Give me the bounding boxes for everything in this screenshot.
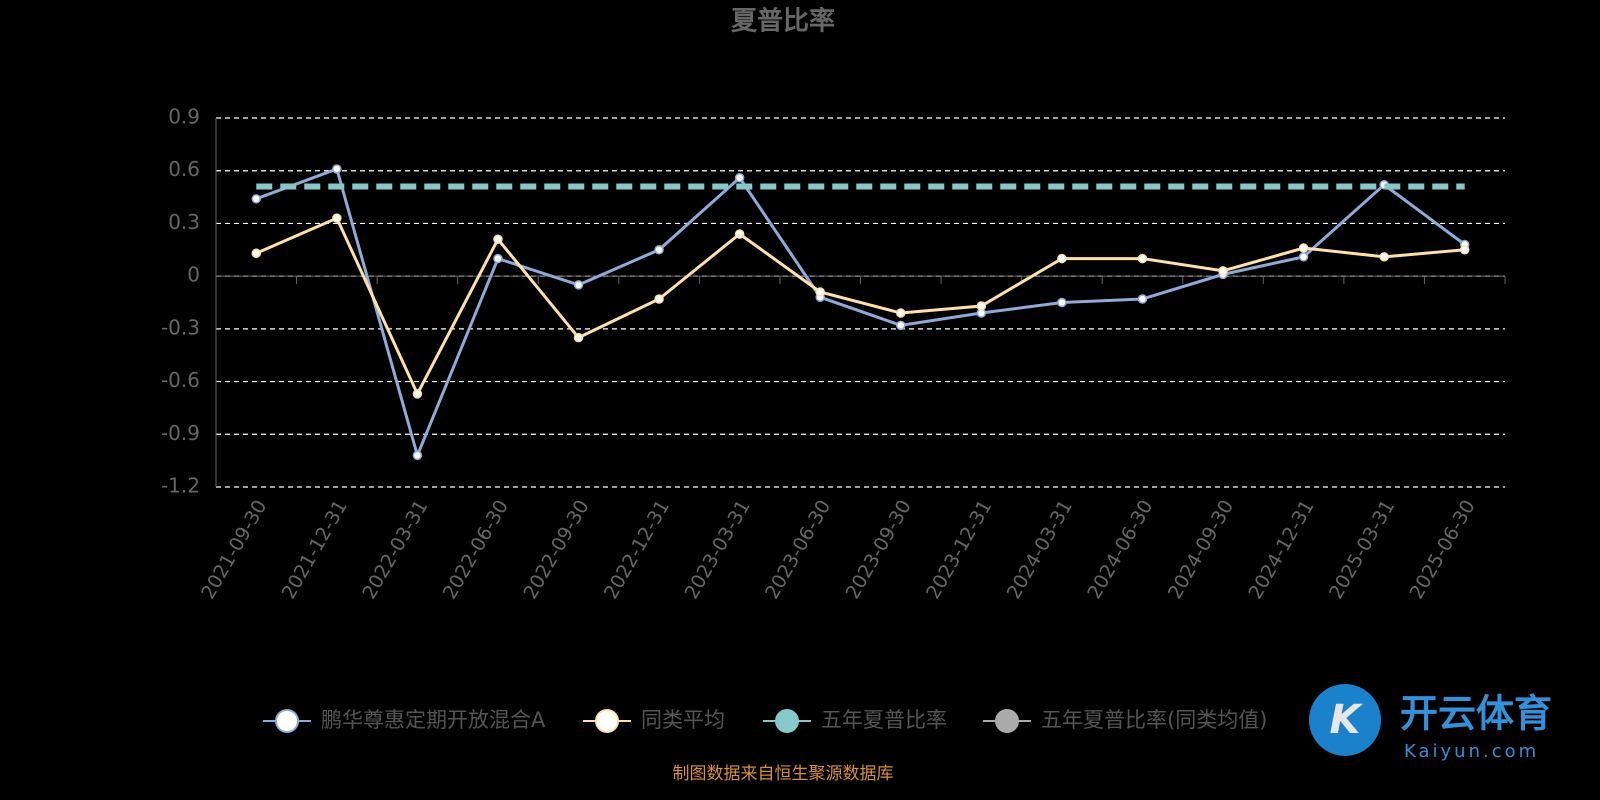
point [896, 320, 906, 331]
legend-marker [275, 709, 299, 733]
legend-label: 五年夏普比率 [821, 708, 947, 732]
point [573, 280, 584, 290]
x-tick-label: 2024-06-30 [1083, 496, 1157, 603]
watermark-name: 开云体育 [1400, 692, 1552, 736]
logo-text: K [1330, 697, 1364, 743]
y-tick-label: 0 [187, 263, 200, 287]
y-tick-label: -0.3 [161, 315, 200, 339]
point [654, 294, 664, 304]
footer: 制图数据来自恒生聚源数据库 [673, 764, 894, 784]
x-tick-label: 2021-09-30 [197, 496, 271, 603]
point [1298, 243, 1309, 253]
x-tick-label: 2022-12-31 [600, 496, 674, 603]
point [1137, 294, 1148, 304]
x-tick-label: 2023-06-30 [761, 496, 835, 603]
point [1137, 253, 1148, 264]
point [493, 253, 503, 264]
x-tick-label: 2023-12-31 [922, 496, 996, 603]
x-tick-label: 2023-09-30 [842, 496, 916, 603]
legend-marker [595, 709, 619, 733]
series-line [255, 216, 1465, 398]
y-tick-label: -0.9 [161, 421, 200, 445]
point [332, 164, 342, 174]
point [251, 194, 262, 204]
point [1218, 266, 1228, 276]
x-tick-label: 2024-09-30 [1164, 496, 1238, 603]
x-tick-label: 2025-06-30 [1406, 496, 1480, 603]
x-tick-label: 2025-03-31 [1325, 496, 1399, 603]
series-line [255, 166, 1466, 460]
point [815, 287, 825, 297]
watermark: K 开云体育 Kaiyun.com [1309, 684, 1552, 762]
legend-marker [775, 709, 799, 733]
chart-title: 夏普比率 [731, 6, 835, 37]
x-tick-label: 2021-12-31 [278, 496, 352, 603]
legend-item: 五年夏普比率(同类均值) [983, 708, 1267, 733]
point [976, 301, 987, 311]
x-tick-label: 2023-03-31 [680, 496, 754, 603]
legend-item: 五年夏普比率 [763, 708, 947, 733]
x-tick-label: 2022-09-30 [519, 496, 593, 603]
point [251, 248, 262, 259]
point [1298, 252, 1309, 262]
point [412, 450, 423, 461]
point [734, 172, 745, 183]
legend-item: 鹏华尊惠定期开放混合A [263, 708, 546, 733]
y-tick-label: 0.9 [168, 105, 200, 129]
x-tick-label: 2022-03-31 [358, 496, 432, 603]
legend-label: 五年夏普比率(同类均值) [1041, 708, 1267, 732]
point [654, 245, 664, 255]
point [573, 332, 584, 343]
y-tick-label: -1.2 [161, 474, 200, 498]
x-tick-label: 2024-03-31 [1003, 496, 1077, 603]
y-tick-label: -0.6 [161, 368, 200, 392]
y-tick-label: 0.3 [168, 210, 200, 234]
y-tick-label: 0.6 [168, 157, 200, 181]
point [1379, 252, 1389, 262]
point [1057, 253, 1067, 264]
point [332, 213, 342, 223]
legend-item: 同类平均 [583, 708, 725, 733]
logo [1309, 684, 1381, 756]
x-tick-label: 2022-06-30 [439, 496, 513, 603]
point [412, 389, 423, 399]
point [493, 234, 503, 244]
x-tick-label: 2024-12-31 [1244, 496, 1318, 603]
point [1459, 245, 1470, 255]
legend-marker [995, 709, 1019, 733]
point [896, 308, 906, 318]
point [1057, 297, 1067, 308]
watermark-url: Kaiyun.com [1404, 741, 1539, 762]
legend-label: 同类平均 [641, 708, 725, 732]
point [734, 229, 745, 239]
legend-label: 鹏华尊惠定期开放混合A [321, 708, 546, 732]
